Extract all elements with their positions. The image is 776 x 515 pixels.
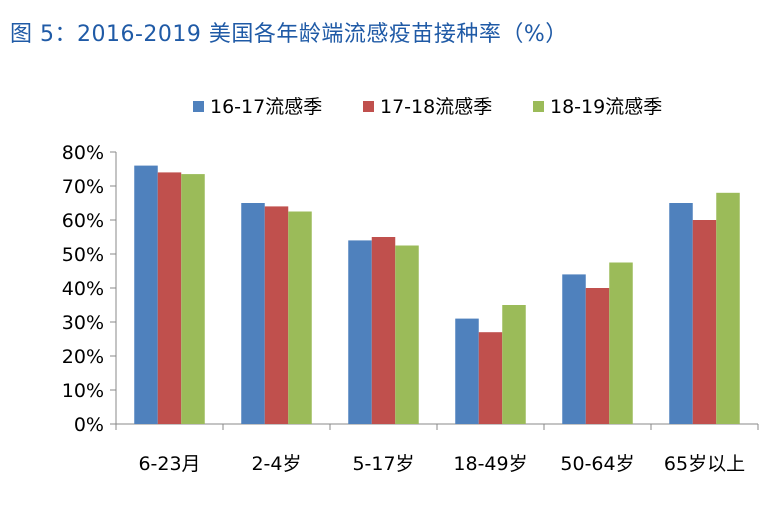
figure-title: 图 5：2016-2019 美国各年龄端流感疫苗接种率（%）	[10, 22, 568, 47]
legend-swatch	[533, 101, 544, 112]
bar	[502, 305, 526, 424]
y-tick-label: 60%	[62, 210, 104, 232]
bar	[348, 240, 372, 424]
bar	[478, 332, 503, 424]
x-axis: 6-23月 2-4岁 5-17岁 18-49岁 50-64岁 65岁以上	[115, 423, 759, 475]
legend-swatch	[363, 101, 374, 112]
bar	[716, 192, 740, 424]
y-tick-label: 50%	[62, 244, 104, 266]
legend: 16-17流感季 17-18流感季 18-19流感季	[193, 96, 662, 118]
bar	[562, 274, 586, 424]
bar	[585, 288, 610, 424]
legend-label: 18-19流感季	[550, 96, 662, 118]
legend-label: 16-17流感季	[210, 96, 322, 118]
bar	[395, 245, 419, 424]
bar	[181, 174, 205, 424]
x-category-label: 6-23月	[138, 453, 200, 475]
x-category-label: 50-64岁	[560, 453, 634, 475]
y-tick-label: 0%	[74, 414, 104, 436]
bar	[157, 172, 182, 424]
x-category-label: 65岁以上	[664, 453, 745, 475]
bar	[455, 318, 479, 424]
legend-label: 17-18流感季	[380, 96, 492, 118]
y-tick-label: 40%	[62, 278, 104, 300]
bar	[134, 165, 158, 424]
x-category-label: 2-4岁	[251, 453, 301, 475]
bar	[241, 203, 265, 424]
y-tick-label: 10%	[62, 380, 104, 402]
y-tick-label: 70%	[62, 176, 104, 198]
bar	[669, 203, 693, 424]
bar	[371, 237, 396, 424]
x-category-label: 18-49岁	[453, 453, 527, 475]
y-tick-label: 30%	[62, 312, 104, 334]
bar	[609, 262, 633, 424]
x-category-label: 5-17岁	[352, 453, 414, 475]
bar	[288, 211, 312, 424]
y-tick-label: 20%	[62, 346, 104, 368]
bars	[134, 165, 740, 424]
y-axis: 0% 10% 20% 30% 40% 50% 60% 70% 80%	[62, 142, 117, 436]
bar	[692, 220, 717, 424]
y-tick-label: 80%	[62, 142, 104, 164]
legend-swatch	[193, 101, 204, 112]
bar	[264, 206, 289, 424]
